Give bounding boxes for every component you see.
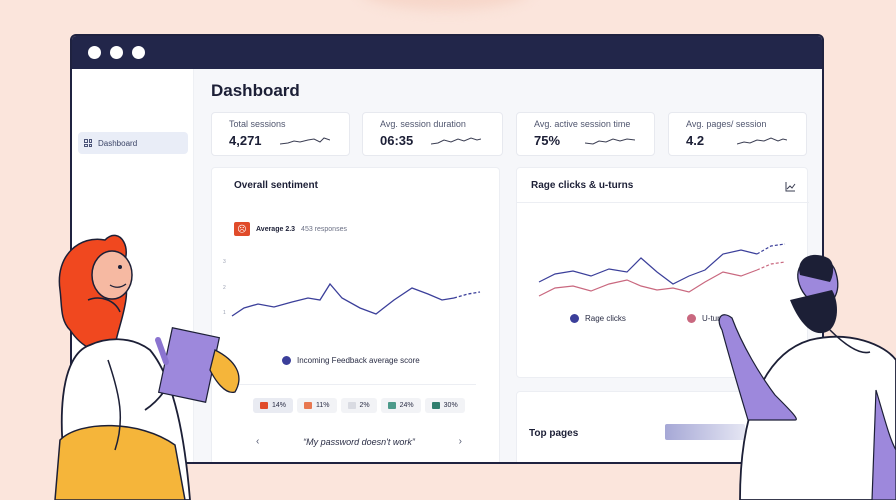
chevron-left-icon[interactable]: ‹: [256, 436, 260, 447]
average-score-row: ☹ Average 2.3 453 responses: [234, 222, 347, 236]
uturns-legend-item: U-turns: [687, 314, 728, 323]
window-titlebar: [72, 36, 822, 69]
overall-sentiment-card: Overall sentiment ☹ Average 2.3 453 resp…: [211, 167, 500, 462]
dashboard-grid-icon: [84, 139, 92, 147]
feedback-quote-carousel: ‹ “My password doesn't work” ›: [256, 436, 462, 447]
pct-value: 24%: [399, 402, 414, 409]
divider: [517, 202, 809, 203]
card-title: Rage clicks & u-turns: [531, 180, 634, 191]
sentiment-breakdown: 14% 11% 2% 24% 30%: [253, 398, 465, 413]
neutral-face-icon: [347, 402, 356, 409]
very-sad-face-icon: [260, 402, 268, 409]
rage-clicks-card: Rage clicks & u-turns Rage clicks U-turn…: [516, 167, 809, 378]
background-blob: [360, 0, 530, 10]
sentiment-line-chart: 3 2 1: [223, 259, 481, 317]
top-page-bar: [665, 424, 745, 440]
window-dot-close[interactable]: [88, 46, 101, 59]
stat-card-total-sessions[interactable]: Total sessions 4,271: [211, 112, 350, 156]
stat-value: 75%: [534, 133, 561, 148]
sad-face-icon: ☹: [234, 222, 250, 236]
stat-value: 4.2: [686, 133, 705, 148]
stat-label: Avg. active session time: [534, 119, 631, 129]
responses-count: 453 responses: [301, 225, 347, 233]
card-title: Top pages: [529, 428, 579, 439]
card-title: Overall sentiment: [234, 180, 318, 191]
svg-text:1: 1: [223, 310, 226, 316]
stat-sparkline: [280, 137, 330, 145]
divider: [238, 384, 476, 385]
pct-value: 2%: [359, 402, 370, 409]
stat-card-avg-session-duration[interactable]: Avg. session duration 06:35: [362, 112, 503, 156]
legend-label: U-turns: [702, 314, 729, 323]
sentiment-pct-very-negative[interactable]: 14%: [253, 398, 294, 413]
chevron-right-icon[interactable]: ›: [458, 436, 462, 447]
stat-sparkline: [585, 138, 635, 145]
stat-label: Avg. pages/ session: [686, 119, 767, 129]
feedback-quote: “My password doesn't work”: [303, 436, 415, 447]
sidebar-item-label: Dashboard: [98, 138, 138, 148]
sentiment-pct-neutral[interactable]: 2%: [340, 398, 377, 413]
stat-label: Total sessions: [229, 119, 286, 129]
stat-label: Avg. session duration: [380, 119, 466, 129]
stat-value: 4,271: [229, 133, 262, 148]
rage-clicks-line-chart: [538, 243, 786, 297]
pct-value: 14%: [272, 402, 287, 409]
sentiment-pct-positive[interactable]: 24%: [380, 398, 421, 413]
sad-face-icon: [304, 402, 313, 409]
happy-face-icon: [387, 402, 396, 409]
legend-label: Rage clicks: [585, 314, 626, 323]
sentiment-pct-very-positive[interactable]: 30%: [424, 398, 465, 413]
legend-label: Incoming Feedback average score: [297, 356, 420, 365]
woman-illustration: [54, 234, 240, 500]
man-illustration: [718, 254, 896, 500]
sentiment-pct-negative[interactable]: 11%: [297, 398, 337, 413]
very-happy-face-icon: [431, 402, 440, 409]
sidebar-item-dashboard[interactable]: Dashboard: [78, 132, 188, 154]
stat-card-avg-active-session-time[interactable]: Avg. active session time 75%: [516, 112, 655, 156]
page-title: Dashboard: [211, 81, 300, 100]
stat-sparkline: [431, 137, 481, 145]
stat-card-avg-pages-session[interactable]: Avg. pages/ session 4.2: [668, 112, 807, 156]
window-dot-minimize[interactable]: [110, 46, 123, 59]
legend-dot: [687, 314, 696, 323]
svg-text:2: 2: [223, 285, 226, 291]
sentiment-legend: Incoming Feedback average score: [282, 356, 420, 365]
stat-sparkline: [737, 137, 787, 145]
rage-legend-item: Rage clicks: [570, 314, 626, 323]
legend-dot: [282, 356, 291, 365]
pct-value: 30%: [443, 402, 458, 409]
pct-value: 11%: [316, 402, 330, 409]
svg-text:3: 3: [223, 259, 226, 265]
stat-value: 06:35: [380, 133, 414, 148]
window-dot-maximize[interactable]: [132, 46, 145, 59]
chart-type-icon[interactable]: [785, 182, 796, 192]
average-label: Average 2.3: [256, 225, 296, 233]
legend-dot: [570, 314, 579, 323]
